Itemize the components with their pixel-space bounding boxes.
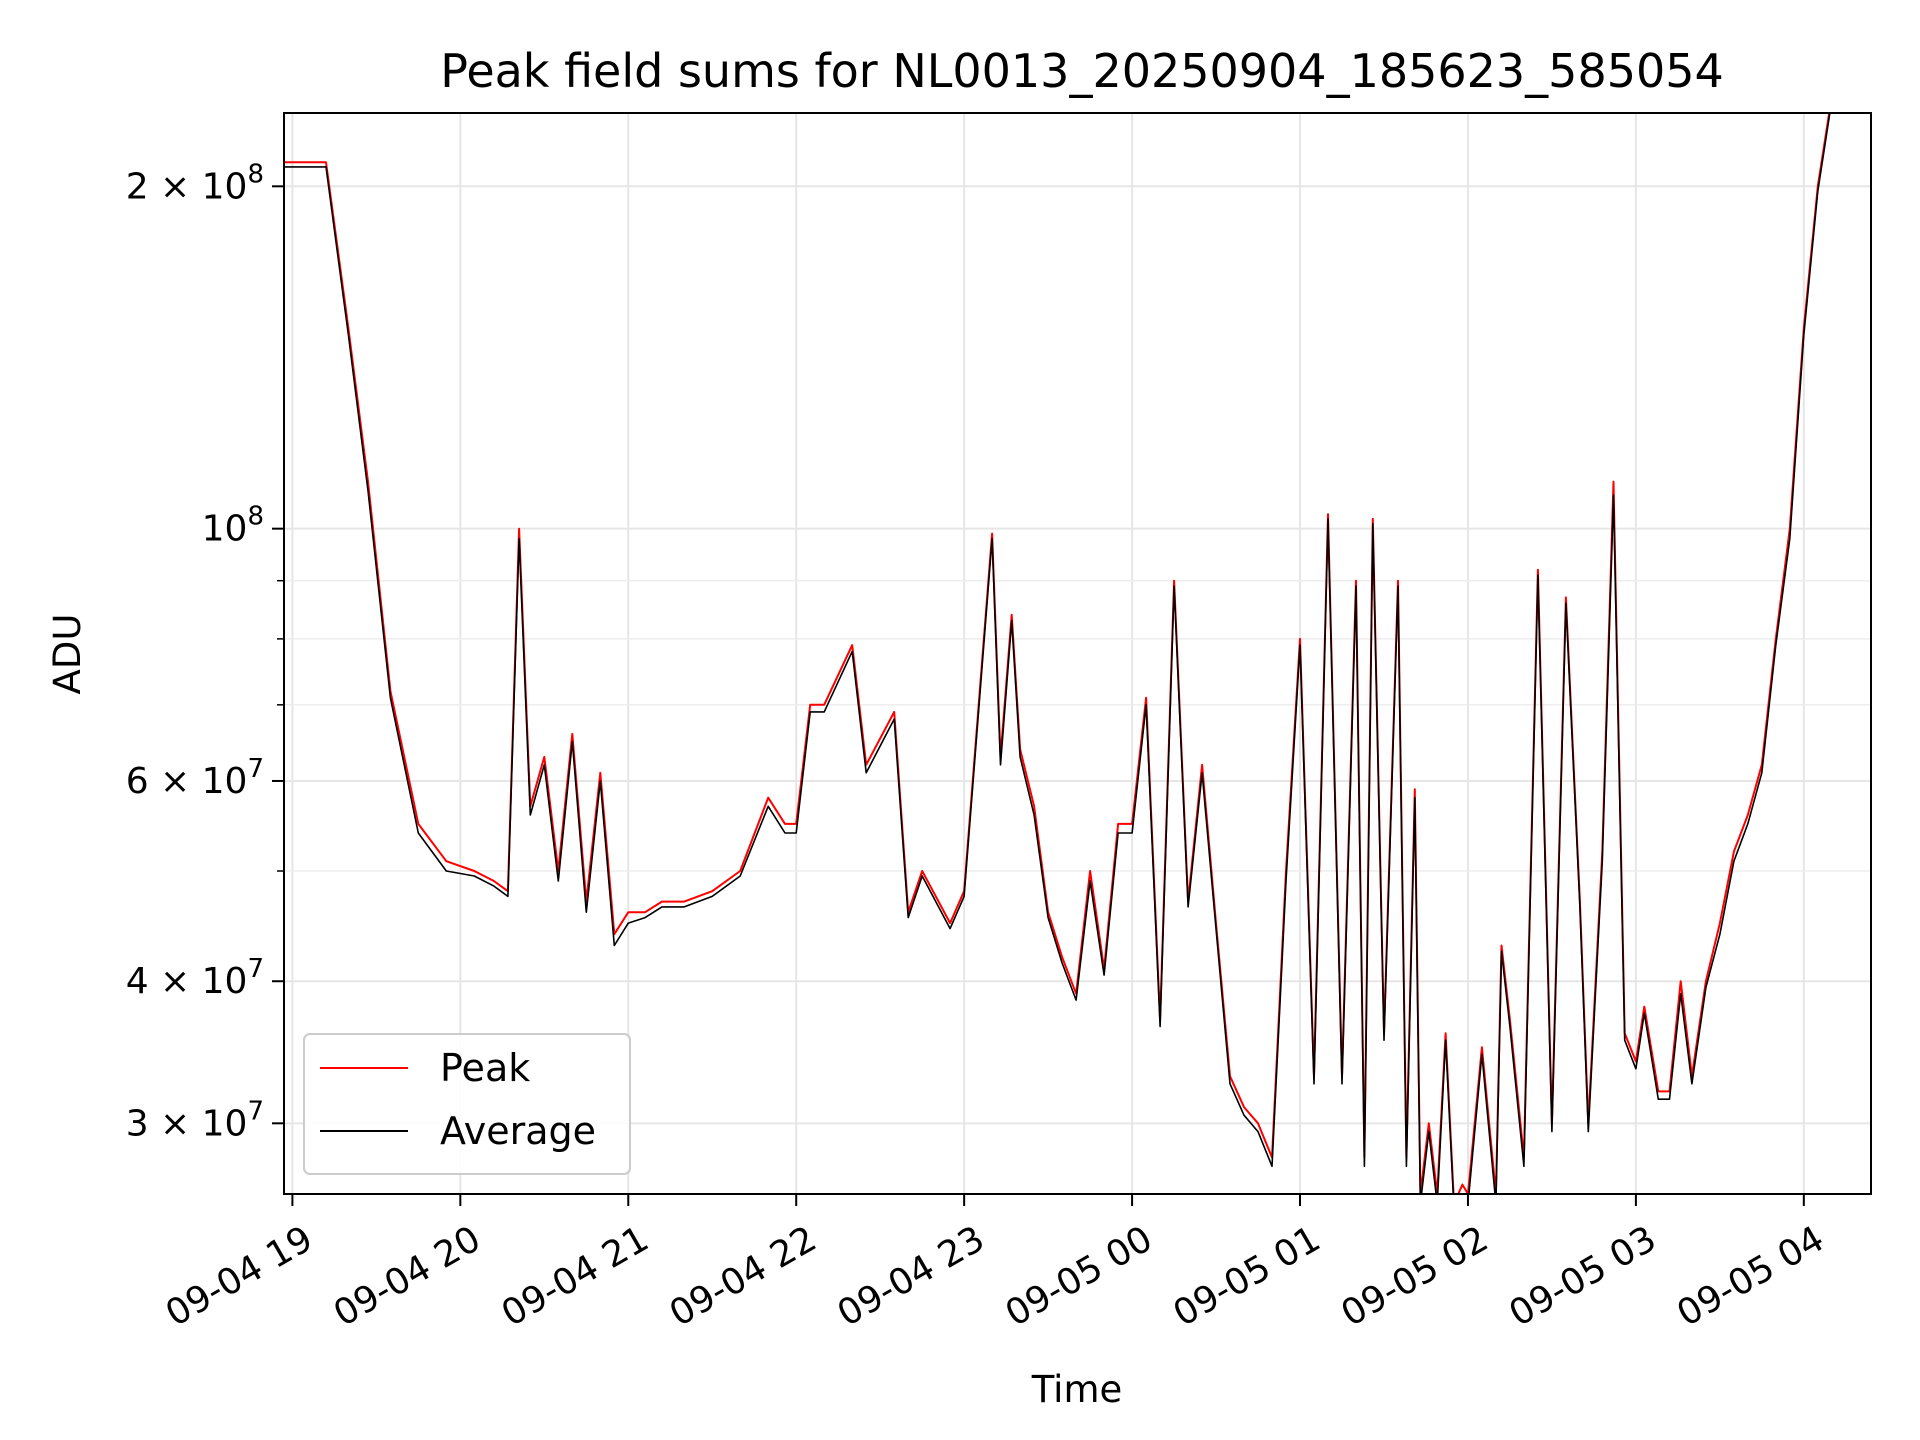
plot-series (284, 113, 1831, 1194)
y-axis-label: ADU (46, 614, 89, 695)
chart-title: Peak field sums for NL0013_20250904_1856… (440, 44, 1724, 98)
plot-frame (283, 112, 1872, 1195)
y-tick-label: 2 × 108 (126, 159, 264, 207)
grid (284, 113, 1871, 1194)
y-tick-label: 4 × 107 (126, 954, 264, 1002)
y-tick-label: 3 × 107 (126, 1096, 264, 1144)
y-axis: 3 × 107 4 × 107 6 × 107 108 2 × 108 (126, 159, 284, 1144)
series-line-average (284, 113, 1831, 1194)
y-tick-label: 108 (202, 502, 264, 550)
y-tick-label: 6 × 107 (126, 754, 264, 802)
x-axis-label: Time (1031, 1368, 1123, 1411)
legend: Peak Average (303, 1033, 631, 1175)
legend-label-peak: Peak (440, 1046, 530, 1090)
legend-label-average: Average (440, 1109, 596, 1153)
